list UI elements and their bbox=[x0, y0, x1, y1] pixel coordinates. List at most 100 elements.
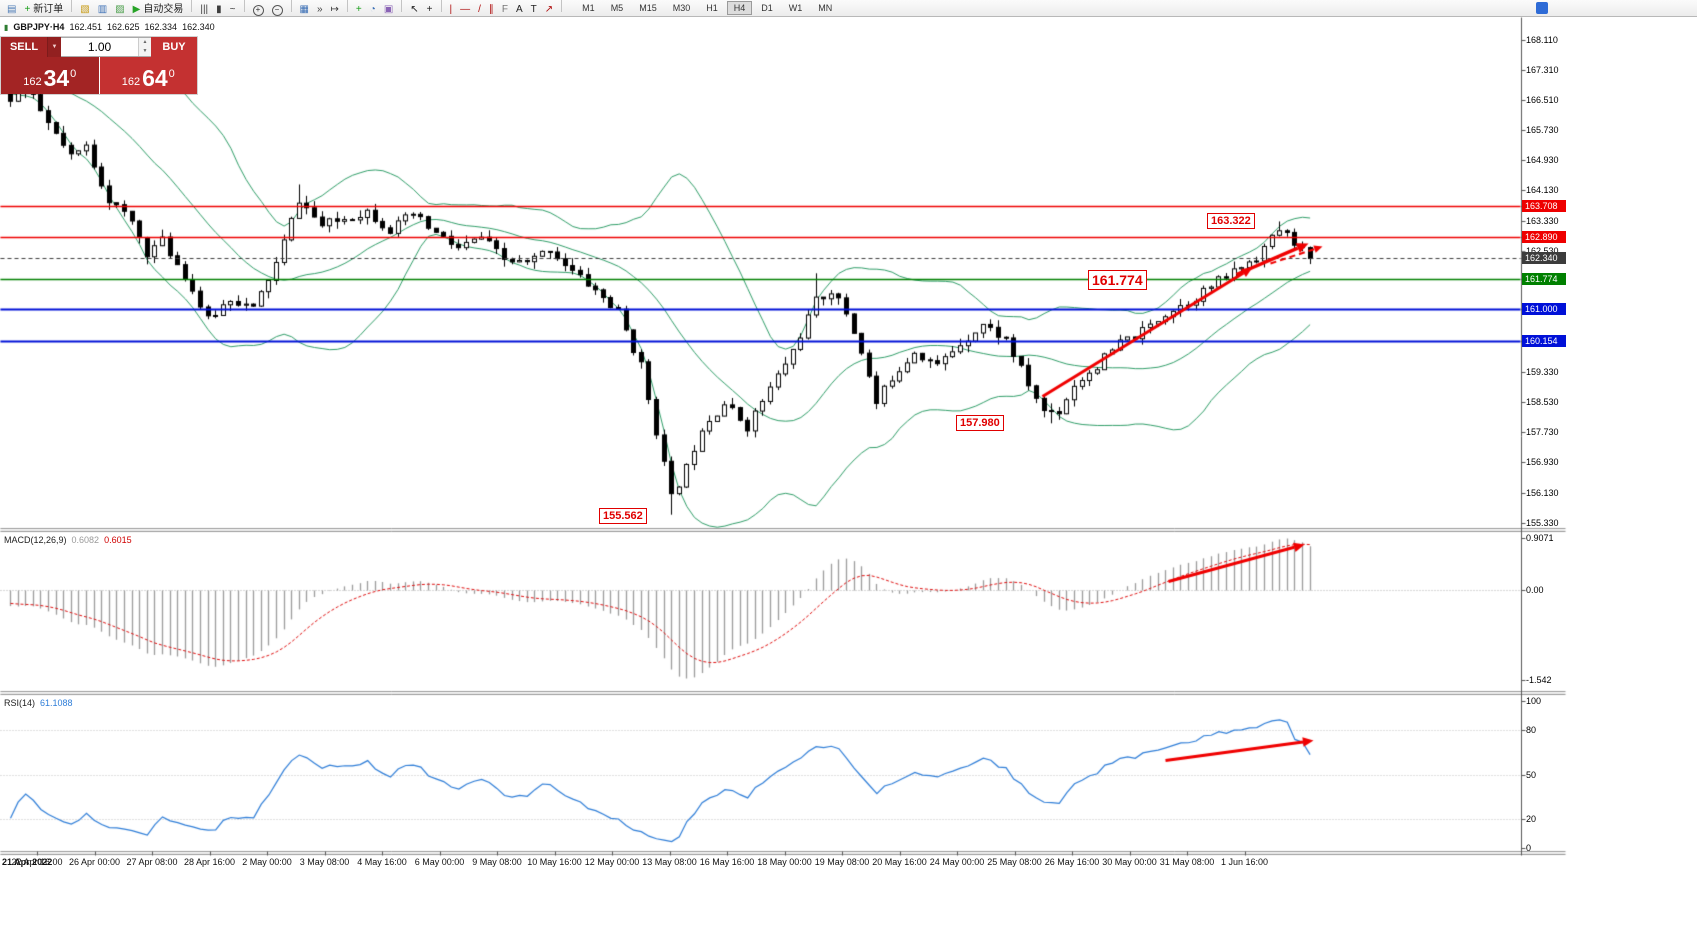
macd-main-value: 0.6082 bbox=[71, 535, 100, 545]
timeframe-bar: M1 M5 M15 M30 H1 H4 D1 W1 MN bbox=[574, 1, 840, 15]
text-icon-glyph: A bbox=[516, 3, 523, 15]
chart-shift-icon-glyph: ↦ bbox=[330, 3, 339, 15]
price-level-label-161.774: 161.774 bbox=[1522, 273, 1566, 286]
timeframe-mn-button[interactable]: MN bbox=[818, 3, 833, 13]
timeframe-w1-button[interactable]: W1 bbox=[788, 3, 803, 13]
macd-axis-label: 0.00 bbox=[1526, 585, 1544, 595]
equidistant-channel-icon[interactable]: ∥ bbox=[486, 2, 497, 17]
time-axis-label: 28 Apr 16:00 bbox=[183, 857, 236, 867]
time-axis-label: 16 May 16:00 bbox=[699, 857, 755, 867]
time-axis-label: 10 May 16:00 bbox=[527, 857, 582, 867]
zoom-out-icon[interactable]: − bbox=[269, 3, 286, 18]
market-watch-icon[interactable]: ▥ bbox=[95, 2, 110, 17]
new-order-button-glyph: + bbox=[24, 3, 31, 15]
new-order-button-label: 新订单 bbox=[33, 3, 64, 15]
time-axis-label: 19 May 08:00 bbox=[814, 857, 870, 867]
toolbar: ▤ + 新订单 ▧ ▥ ▨ ▶ 自动交易 ||| ▮ ~ + − ▦» ↦ + ◔ ▣ ↖ + | — / ∥ F A T ↗ M1 M… bbox=[0, 0, 1697, 17]
quote-high: 162.625 bbox=[106, 22, 140, 32]
timeframe-m5-button[interactable]: M5 bbox=[610, 3, 624, 13]
text-icon[interactable]: A bbox=[513, 2, 526, 17]
fibonacci-icon[interactable]: F bbox=[499, 2, 511, 17]
buy-price-button[interactable]: 162 64 0 bbox=[99, 57, 197, 94]
sell-price-button[interactable]: 162 34 0 bbox=[1, 57, 99, 94]
quote-open: 162.451 bbox=[69, 22, 102, 32]
price-callout-161.774[interactable]: 161.774 bbox=[1088, 270, 1147, 290]
crosshair-icon[interactable]: + bbox=[424, 2, 436, 17]
bar-chart-icon[interactable]: ||| bbox=[197, 2, 211, 17]
time-axis-label: 3 May 08:00 bbox=[299, 857, 350, 867]
text-label-icon[interactable]: T bbox=[528, 2, 540, 17]
macd-axis-label: 0.9071 bbox=[1526, 533, 1554, 543]
volume-input[interactable]: 1.00 ▲ ▼ bbox=[61, 37, 151, 57]
arrows-tool-icon-glyph: ↗ bbox=[544, 3, 554, 15]
price-callout-155.562[interactable]: 155.562 bbox=[599, 508, 647, 524]
time-axis-label: 12 May 00:00 bbox=[584, 857, 640, 867]
quote-close: 162.340 bbox=[182, 22, 215, 32]
indicators-icon[interactable]: + bbox=[353, 2, 365, 17]
candlestick-chart-icon-glyph: ▮ bbox=[216, 3, 222, 15]
timeframe-d1-button[interactable]: D1 bbox=[761, 3, 773, 13]
line-chart-icon[interactable]: ~ bbox=[227, 2, 239, 17]
toolbar-icons: ▤ + 新订单 ▧ ▥ ▨ ▶ 自动交易 ||| ▮ ~ + − ▦» ↦ + ◔ ▣ ↖ + | — / ∥ F A T ↗ bbox=[3, 0, 566, 18]
zoom-out-icon-glyph: − bbox=[271, 4, 283, 16]
cursor-icon[interactable]: ↖ bbox=[407, 2, 421, 17]
macd-name: MACD(12,26,9) bbox=[4, 535, 67, 545]
auto-scroll-icon[interactable]: » bbox=[314, 2, 326, 17]
data-window-icon[interactable]: ▨ bbox=[112, 2, 127, 17]
trendline-icon[interactable]: / bbox=[475, 2, 484, 17]
buy-button[interactable]: BUY bbox=[151, 37, 197, 57]
timeframe-m1-button[interactable]: M1 bbox=[582, 3, 595, 13]
time-axis-label: 2 May 00:00 bbox=[242, 857, 292, 867]
community-icon[interactable] bbox=[1536, 2, 1548, 14]
volume-decrease-button[interactable]: ▼ bbox=[139, 47, 151, 56]
tile-windows-icon-glyph: ▦ bbox=[299, 3, 309, 15]
vertical-line-icon[interactable]: | bbox=[447, 2, 456, 17]
auto-trading-button[interactable]: ▶ 自动交易 bbox=[130, 2, 187, 17]
price-axis-tick: 156.930 bbox=[1526, 457, 1559, 468]
time-axis-label: 18 May 00:00 bbox=[757, 857, 812, 867]
order-type-dropdown[interactable]: ▼ bbox=[47, 37, 61, 57]
price-axis-tick: 164.930 bbox=[1526, 155, 1559, 166]
time-axis-label: 6 May 00:00 bbox=[414, 857, 465, 867]
price-callout-157.980[interactable]: 157.980 bbox=[956, 415, 1004, 431]
profiles-icon[interactable]: ▧ bbox=[77, 2, 92, 17]
timeframe-h4-button[interactable]: H4 bbox=[726, 1, 753, 15]
periods-icon[interactable]: ◔ bbox=[367, 2, 379, 17]
time-axis-label: 4 May 16:00 bbox=[357, 857, 407, 867]
sell-button[interactable]: SELL bbox=[1, 37, 47, 57]
chart-mini-icon: ▮ bbox=[4, 22, 9, 32]
cursor-icon-glyph: ↖ bbox=[410, 3, 419, 15]
arrows-tool-icon[interactable]: ↗ bbox=[542, 2, 556, 17]
rsi-name: RSI(14) bbox=[4, 698, 36, 708]
price-axis-tick: 156.130 bbox=[1526, 487, 1559, 498]
rsi-axis-label: 50 bbox=[1526, 769, 1537, 780]
time-axis-label: 26 May 16:00 bbox=[1044, 857, 1100, 867]
crosshair-icon-glyph: + bbox=[426, 3, 433, 15]
fibonacci-icon-glyph: F bbox=[501, 3, 508, 15]
buy-price-pips: 64 bbox=[142, 65, 168, 91]
price-axis-tick: 167.310 bbox=[1526, 65, 1559, 76]
tile-windows-icon[interactable]: ▦ bbox=[297, 2, 312, 17]
toolbar-separator bbox=[71, 0, 73, 12]
new-chart-icon[interactable]: ▤ bbox=[4, 2, 19, 17]
quote-low: 162.334 bbox=[144, 22, 178, 32]
zoom-in-icon[interactable]: + bbox=[250, 3, 267, 18]
volume-increase-button[interactable]: ▲ bbox=[139, 38, 151, 47]
horizontal-line-icon[interactable]: — bbox=[457, 2, 473, 17]
templates-icon[interactable]: ▣ bbox=[381, 2, 396, 17]
equidistant-channel-icon-glyph: ∥ bbox=[488, 3, 494, 15]
timeframe-h1-button[interactable]: H1 bbox=[706, 3, 718, 13]
toolbar-separator bbox=[243, 0, 245, 12]
timeframe-m15-button[interactable]: M15 bbox=[639, 3, 657, 13]
price-level-label-160.154: 160.154 bbox=[1522, 334, 1566, 347]
price-axis-tick: 165.730 bbox=[1526, 124, 1559, 135]
new-order-button[interactable]: + 新订单 bbox=[21, 2, 66, 17]
price-callout-163.322[interactable]: 163.322 bbox=[1207, 213, 1255, 229]
chart-shift-icon[interactable]: ↦ bbox=[328, 2, 342, 17]
caret-down-icon: ▼ bbox=[51, 44, 58, 50]
price-axis-tick: 164.130 bbox=[1526, 185, 1559, 196]
candlestick-chart-icon[interactable]: ▮ bbox=[213, 2, 225, 17]
timeframe-m30-button[interactable]: M30 bbox=[672, 3, 691, 13]
data-window-icon-glyph: ▨ bbox=[115, 3, 125, 15]
